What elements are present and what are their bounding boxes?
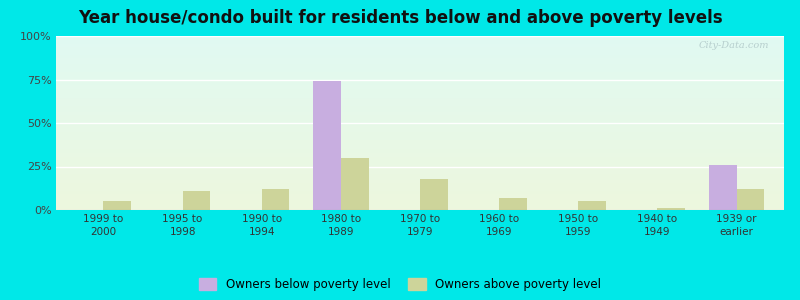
Bar — [420, 179, 448, 210]
Bar — [658, 208, 685, 210]
Bar — [341, 158, 369, 210]
Text: Year house/condo built for residents below and above poverty levels: Year house/condo built for residents bel… — [78, 9, 722, 27]
Bar — [709, 165, 737, 210]
Bar — [578, 201, 606, 210]
Bar — [313, 81, 341, 210]
Bar — [182, 191, 210, 210]
Bar — [499, 198, 527, 210]
Bar — [103, 201, 131, 210]
Bar — [737, 189, 764, 210]
Legend: Owners below poverty level, Owners above poverty level: Owners below poverty level, Owners above… — [198, 278, 602, 291]
Bar — [262, 189, 290, 210]
Text: City-Data.com: City-Data.com — [699, 41, 770, 50]
